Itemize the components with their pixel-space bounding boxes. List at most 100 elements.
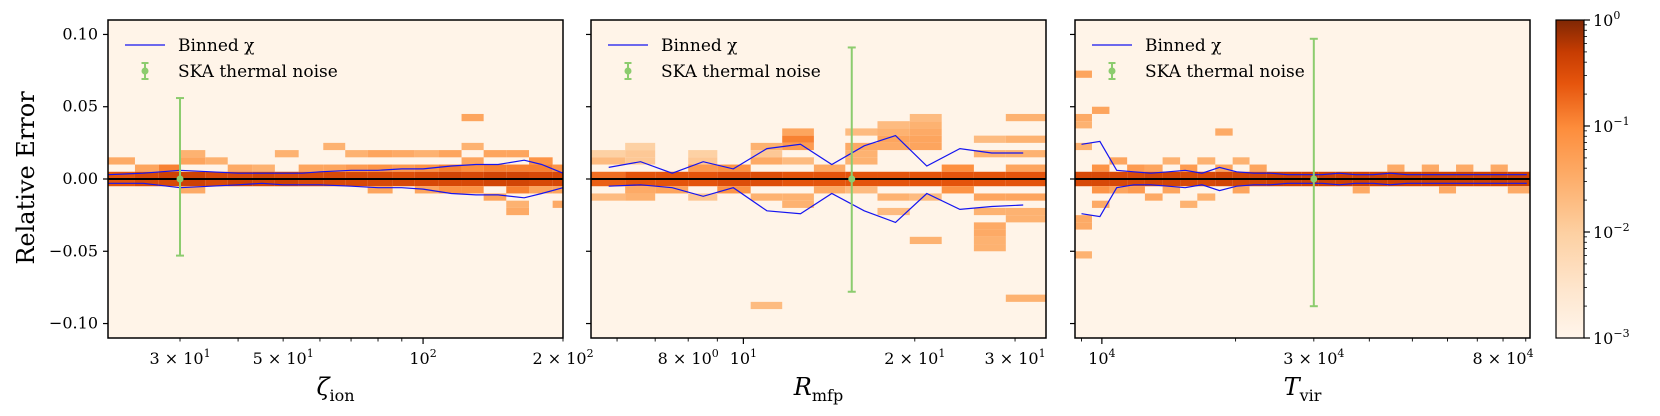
heatmap-cell	[158, 164, 181, 172]
panel-3: 104 3 × 104 8 × 104 Tvir Binned χ SKA thermal…	[1070, 19, 1534, 405]
heatmap-cell	[1301, 171, 1319, 179]
x-tick-exponent: 4	[1337, 347, 1344, 360]
heatmap-cell	[1490, 171, 1508, 179]
x-tick-label: 2 × 101	[884, 347, 945, 368]
heatmap-cell	[1075, 70, 1092, 78]
heatmap-cell	[1075, 142, 1092, 151]
heatmap-cell	[909, 128, 942, 136]
heatmap-cell	[625, 157, 656, 165]
colorbar-tick-label: 10−3	[1593, 327, 1630, 348]
heatmap-cell	[909, 142, 942, 151]
heatmap-cell	[973, 171, 1006, 179]
heatmap-cell	[461, 164, 484, 172]
heatmap-cell	[1438, 179, 1457, 187]
heatmap-cell	[274, 171, 299, 179]
colorbar-tick-label: 100	[1593, 9, 1620, 30]
heatmap-cell	[941, 186, 974, 194]
heatmap-cell	[973, 179, 1006, 187]
heatmap-cell	[345, 150, 368, 158]
x-tick-label: 5 × 101	[253, 347, 314, 368]
x-tick-label: 3 × 101	[149, 347, 210, 368]
heatmap-cell	[1091, 186, 1110, 194]
colorbar-gradient	[1555, 19, 1585, 339]
heatmap-cell	[1369, 171, 1388, 179]
x-axis-label-subscript: mfp	[812, 386, 843, 405]
heatmap-cell	[655, 186, 689, 194]
heatmap-cell	[782, 171, 814, 179]
x-axis-label: ζion	[316, 373, 354, 405]
heatmap-cell	[108, 179, 135, 187]
heatmap-cell	[552, 200, 563, 208]
heatmap-cell	[1005, 215, 1046, 223]
binned-chi-upper-line	[107, 159, 564, 176]
heatmap-cell	[813, 186, 846, 194]
heatmap-cell	[552, 186, 563, 194]
heatmap-cell	[274, 179, 299, 187]
heatmap-cell	[845, 179, 878, 187]
heatmap-cell	[227, 171, 253, 179]
heatmap-cell	[252, 171, 275, 179]
heatmap-cell	[367, 150, 393, 158]
heatmap-cell	[528, 157, 553, 165]
heatmap-cell	[323, 179, 346, 187]
heatmap-cell	[591, 193, 626, 201]
x-tick-label: 104	[1088, 347, 1115, 368]
heatmap-cell	[1144, 171, 1163, 179]
heatmap-cell	[1091, 179, 1110, 187]
heatmap-cell	[655, 171, 689, 179]
heatmap-cell	[750, 150, 783, 158]
heatmap-cell	[625, 179, 656, 187]
heatmap-cell	[1197, 157, 1216, 165]
heatmap-cell	[1421, 171, 1439, 179]
heatmap-cell	[392, 179, 415, 187]
ska-noise-errorbar	[847, 46, 856, 293]
y-tick-label: 0.00	[62, 169, 98, 188]
heatmap-cell	[625, 150, 656, 158]
heatmap-cell	[528, 179, 553, 187]
heatmap-cell	[483, 164, 507, 172]
colorbar: 100 10−1 10−2 10−3	[1555, 9, 1630, 348]
heatmap-cell	[1005, 179, 1046, 187]
heatmap-cell	[909, 193, 942, 201]
heatmap-cell	[528, 164, 553, 172]
heatmap-cell	[1352, 171, 1370, 179]
x-tick-exponent: 4	[1527, 347, 1534, 360]
heatmap-cell	[877, 193, 910, 201]
heatmap-cell	[1109, 157, 1128, 165]
heatmap-cell	[1301, 179, 1319, 187]
binned-chi-lower-line	[108, 182, 564, 199]
x-tick-exponent: 2	[430, 347, 437, 360]
heatmap-cell	[845, 171, 878, 179]
heatmap-cell	[845, 186, 878, 194]
heatmap-cell	[345, 164, 368, 172]
heatmap-cell	[158, 179, 181, 187]
heatmap-cell	[392, 171, 415, 179]
heatmap-cell	[782, 157, 814, 165]
heatmap-cell	[367, 164, 393, 172]
heatmap-cell	[1162, 171, 1181, 179]
heatmap-cell	[877, 171, 910, 179]
x-tick-exponent: 1	[1039, 347, 1046, 360]
heatmap-cell	[552, 164, 563, 172]
heatmap-cell	[108, 157, 135, 165]
heatmap-cell	[1283, 171, 1302, 179]
heatmap-cell	[461, 179, 484, 187]
heatmap-cell	[461, 171, 484, 179]
heatmap-cell	[782, 142, 814, 151]
heatmap-cell	[1318, 179, 1336, 187]
heatmap-cell	[688, 164, 718, 172]
heatmap-cell	[1109, 171, 1128, 179]
heatmap-cell	[688, 157, 718, 165]
x-axis-label: Tvir	[1284, 373, 1322, 405]
x-tick-label: 102	[409, 347, 436, 368]
heatmap-cell	[1144, 193, 1163, 201]
heatmap-cell	[1473, 171, 1491, 179]
x-axis-label: Rmfp	[793, 373, 843, 405]
heatmap-cell	[909, 171, 942, 179]
heatmap-cell	[1127, 164, 1145, 172]
heatmap-cell	[345, 171, 368, 179]
heatmap-cell	[1005, 207, 1046, 216]
heatmap-cell	[461, 113, 484, 122]
x-tick-label: 2 × 102	[532, 347, 593, 368]
